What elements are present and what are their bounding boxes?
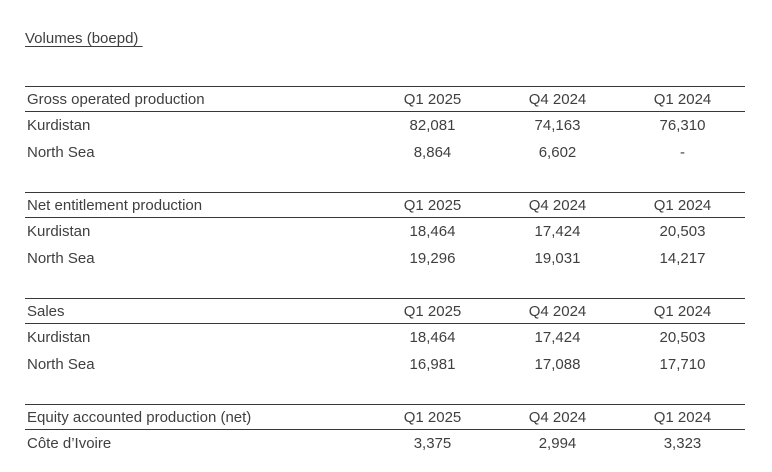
volumes-table: Gross operated production Q1 2025 Q4 202… — [25, 86, 745, 457]
value-cell: 74,163 — [534, 116, 581, 134]
table-row: Côte d’Ivoire 3,375 2,994 3,323 — [25, 430, 745, 457]
table-row: North Sea 19,296 19,031 14,217 — [25, 245, 745, 272]
page-title: Volumes (boepd) — [25, 30, 143, 47]
column-header: Q1 2025 — [403, 302, 462, 320]
section-header-row: Equity accounted production (net) Q1 202… — [25, 404, 745, 430]
section-title: Gross operated production — [27, 90, 205, 108]
value-cell: 20,503 — [659, 222, 706, 240]
column-header: Q1 2024 — [653, 408, 712, 426]
row-label: Côte d’Ivoire — [27, 434, 112, 452]
column-header: Q1 2024 — [653, 196, 712, 214]
value-cell: 14,217 — [659, 249, 706, 267]
value-cell: 19,296 — [409, 249, 456, 267]
table-row: Kurdistan 82,081 74,163 76,310 — [25, 112, 745, 139]
value-cell: 17,088 — [534, 355, 581, 373]
value-cell: 3,375 — [413, 434, 452, 452]
value-cell: 2,994 — [538, 434, 577, 452]
column-header: Q1 2025 — [403, 90, 462, 108]
table-row: North Sea 8,864 6,602 - — [25, 139, 745, 166]
table-row: North Sea 16,981 17,088 17,710 — [25, 351, 745, 378]
row-label: North Sea — [27, 249, 95, 267]
column-header: Q1 2024 — [653, 302, 712, 320]
section-title: Equity accounted production (net) — [27, 408, 252, 426]
row-label: North Sea — [27, 355, 95, 373]
section-title: Sales — [27, 302, 65, 320]
value-cell: 76,310 — [659, 116, 706, 134]
column-header: Q1 2024 — [653, 90, 712, 108]
value-cell: 18,464 — [409, 328, 456, 346]
value-cell: - — [680, 143, 685, 161]
column-header: Q1 2025 — [403, 408, 462, 426]
column-header: Q4 2024 — [528, 196, 587, 214]
section-title: Net entitlement production — [27, 196, 203, 214]
column-header: Q4 2024 — [528, 90, 587, 108]
section-spacer — [25, 166, 745, 193]
value-cell: 16,981 — [409, 355, 456, 373]
section-header-row: Sales Q1 2025 Q4 2024 Q1 2024 — [25, 298, 745, 324]
column-header: Q1 2025 — [403, 196, 462, 214]
value-cell: 6,602 — [538, 143, 577, 161]
value-cell: 18,464 — [409, 222, 456, 240]
section-spacer — [25, 272, 745, 299]
value-cell: 8,864 — [413, 143, 452, 161]
column-header: Q4 2024 — [528, 408, 587, 426]
row-label: Kurdistan — [27, 328, 91, 346]
row-label: Kurdistan — [27, 222, 91, 240]
table-row: Kurdistan 18,464 17,424 20,503 — [25, 218, 745, 245]
section-header-row: Net entitlement production Q1 2025 Q4 20… — [25, 192, 745, 218]
column-header: Q4 2024 — [528, 302, 587, 320]
table-row: Kurdistan 18,464 17,424 20,503 — [25, 324, 745, 351]
value-cell: 17,424 — [534, 328, 581, 346]
value-cell: 20,503 — [659, 328, 706, 346]
section-header-row: Gross operated production Q1 2025 Q4 202… — [25, 86, 745, 112]
value-cell: 19,031 — [534, 249, 581, 267]
value-cell: 17,424 — [534, 222, 581, 240]
row-label: North Sea — [27, 143, 95, 161]
section-spacer — [25, 378, 745, 405]
value-cell: 82,081 — [409, 116, 456, 134]
value-cell: 17,710 — [659, 355, 706, 373]
value-cell: 3,323 — [663, 434, 702, 452]
row-label: Kurdistan — [27, 116, 91, 134]
